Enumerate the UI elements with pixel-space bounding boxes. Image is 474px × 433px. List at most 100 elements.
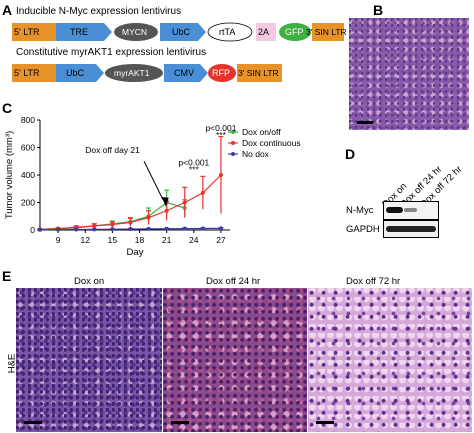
cmv-arrow: [164, 64, 208, 82]
blot-gapdh: [383, 220, 439, 238]
data-point: [182, 200, 187, 205]
scale-bar-e3: [316, 421, 334, 424]
construct2-title: Constitutive myrAKT1 expression lentivir…: [16, 47, 207, 58]
ubc-arrow: [160, 23, 206, 41]
data-point: [92, 223, 97, 228]
c2-ubc-arrow: [56, 64, 104, 82]
panel-letter-c: C: [2, 100, 13, 116]
histology-image-dox-off-24: [163, 288, 307, 432]
data-point: [128, 220, 133, 225]
c1-gfp-label: GFP: [285, 27, 304, 37]
legend-marker: [231, 141, 235, 145]
c1-rtta-label: rtTA: [219, 27, 236, 37]
construct1-title: Inducible N-Myc expression lentivirus: [16, 6, 182, 17]
2a-box: [256, 23, 276, 41]
c2-ltr5-box: [12, 64, 56, 82]
band-nmyc-lane1: [386, 207, 403, 213]
histology-image-b: [349, 18, 469, 130]
legend-label: No dox: [242, 149, 270, 159]
scale-bar-e1: [24, 421, 42, 424]
row-label-gapdh: GAPDH: [346, 224, 380, 235]
band-nmyc-lane2: [404, 208, 417, 212]
c2-ltr5-label: 5' LTR: [14, 68, 40, 78]
data-point: [146, 215, 151, 220]
x-tick-label: 21: [162, 235, 172, 245]
x-tick-label: 24: [189, 235, 199, 245]
data-point: [182, 226, 187, 231]
data-point: [164, 226, 169, 231]
legend-label: Dox on/off: [242, 127, 281, 137]
col-title-dox-off-72: Dox off 72 hr: [346, 276, 401, 287]
c2-ubc-label: UbC: [66, 68, 85, 78]
band-gapdh: [386, 226, 436, 232]
c2-rfp-label: RFP: [212, 68, 230, 78]
y-tick-label: 0: [30, 225, 35, 235]
data-point: [146, 226, 151, 231]
tre-arrow: [56, 23, 112, 41]
y-tick-label: 600: [21, 143, 35, 153]
panel-letter-b: B: [373, 2, 384, 18]
x-tick-label: 15: [108, 235, 118, 245]
ltr3-box: [312, 23, 344, 41]
legend-marker: [231, 152, 235, 156]
data-point: [38, 227, 42, 232]
y-axis-title: Tumor volume (mm³): [4, 131, 15, 219]
blot-nmyc: [383, 201, 439, 220]
data-point: [92, 227, 97, 232]
y-tick-label: 400: [21, 170, 35, 180]
x-tick-label: 18: [135, 235, 145, 245]
x-tick-label: 27: [216, 235, 226, 245]
construct1-diagram: [12, 22, 344, 42]
rfp-gene: [208, 64, 236, 82]
col-title-dox-on: Dox on: [74, 276, 105, 287]
data-point: [200, 226, 205, 231]
data-point: [200, 190, 205, 195]
scale-bar-b: [357, 121, 373, 124]
data-point: [164, 208, 169, 213]
tumor-volume-chart: 0 200 400 600 800 9 12 15 18 21 24 27 Day Tumor volum…: [4, 115, 301, 258]
annotation-p-value-2: p<0.001: [205, 123, 236, 133]
col-title-dox-off-24: Dox off 24 hr: [206, 276, 261, 287]
c1-ubc-label: UbC: [172, 27, 191, 37]
panel-letter-e: E: [2, 268, 12, 284]
x-tick-label: 12: [81, 235, 91, 245]
panel-letter-a: A: [2, 2, 13, 18]
annotation-stars-1: ***: [189, 164, 200, 174]
construct2-diagram: [12, 64, 282, 82]
histology-image-dox-on: [16, 288, 162, 432]
y-tick-label: 200: [21, 198, 35, 208]
data-point: [74, 227, 79, 232]
annotation-p-value-1: p<0.001: [178, 157, 209, 167]
annotation-arrow-head: [161, 197, 169, 207]
data-point: [110, 227, 115, 232]
data-point: [128, 227, 133, 232]
c2-cmv-label: CMV: [174, 68, 194, 78]
gfp-gene: [279, 23, 311, 41]
panel-letter-d: D: [345, 146, 356, 162]
c1-mycn-label: MYCN: [122, 27, 148, 37]
c1-2a-label: 2A: [258, 27, 270, 37]
c2-myrakt1-label: myrAKT1: [114, 68, 150, 78]
legend-marker: [231, 130, 235, 134]
annotation-arrow-line: [143, 161, 164, 200]
c1-tre-label: TRE: [70, 27, 88, 37]
annotation-dox-off: Dox off day 21: [85, 145, 140, 155]
scale-bar-e2: [171, 421, 189, 424]
legend-label: Dox continuous: [242, 138, 301, 148]
annotation-stars-2: ***: [216, 130, 227, 140]
rtta-gene: [207, 22, 253, 42]
data-point: [218, 173, 223, 177]
myrakt1-gene: [105, 64, 163, 82]
x-axis-title: Day: [127, 247, 144, 258]
c1-ltr5-label: 5' LTR: [14, 27, 40, 37]
data-point: [110, 222, 115, 227]
data-point: [56, 227, 61, 232]
c2-ltr3-label: 3' SIN LTR: [238, 68, 279, 78]
c1-ltr3-label: 3' SIN LTR: [306, 27, 347, 37]
x-tick-label: 9: [56, 235, 61, 245]
c2-ltr3-box: [237, 64, 282, 82]
data-point: [218, 226, 223, 231]
y-tick-label: 800: [21, 115, 35, 125]
ltr5-box: [12, 23, 56, 41]
row-label-nmyc: N-Myc: [346, 205, 374, 216]
